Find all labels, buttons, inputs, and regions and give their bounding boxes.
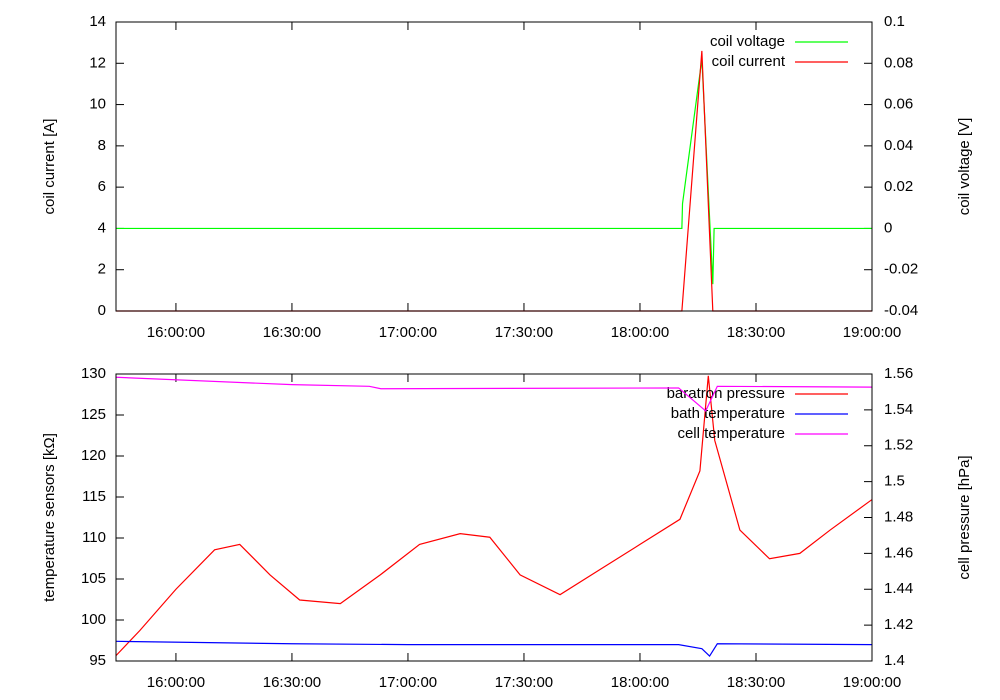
y-tick-label: 0 [98, 302, 106, 319]
y-tick-label: 14 [89, 13, 106, 30]
legend-label: coil voltage [710, 33, 785, 50]
series-line [115, 376, 873, 412]
y-tick-label: 2 [98, 261, 106, 278]
y2-tick-label: 1.4 [884, 652, 905, 669]
y-tick-label: 130 [81, 365, 106, 382]
x-tick-label: 17:00:00 [379, 324, 437, 341]
y-tick-label: 125 [81, 406, 106, 423]
series-line [115, 640, 873, 658]
y2-tick-label: -0.04 [884, 302, 918, 319]
legend-label: coil current [712, 53, 786, 70]
x-tick-label: 17:30:00 [495, 324, 553, 341]
y2-tick-label: 0.1 [884, 13, 905, 30]
x-tick-label: 19:00:00 [843, 674, 901, 691]
y2-axis-label: cell pressure [hPa] [956, 455, 973, 579]
y-tick-label: 120 [81, 447, 106, 464]
x-tick-label: 17:00:00 [379, 674, 437, 691]
y2-tick-label: 0.08 [884, 54, 913, 71]
y2-tick-label: 1.48 [884, 508, 913, 525]
legend-label: baratron pressure [667, 385, 785, 402]
y-tick-label: 110 [82, 529, 106, 546]
y2-axis-label: coil voltage [V] [956, 118, 973, 216]
y2-tick-label: 0.06 [884, 96, 913, 113]
x-tick-label: 16:30:00 [263, 674, 321, 691]
y-tick-label: 105 [81, 570, 106, 587]
y-tick-label: 115 [82, 488, 106, 505]
series-line [115, 375, 873, 657]
x-tick-label: 18:00:00 [611, 324, 669, 341]
y2-tick-label: 0.04 [884, 137, 913, 154]
x-tick-label: 16:30:00 [263, 324, 321, 341]
series-line [116, 59, 872, 285]
y2-tick-label: 1.54 [884, 401, 913, 418]
y-tick-label: 10 [89, 96, 106, 113]
y2-tick-label: 1.42 [884, 616, 913, 633]
y-axis-label: temperature sensors [kΩ] [41, 433, 58, 602]
y2-tick-label: 1.5 [884, 473, 905, 490]
y-tick-label: 12 [89, 54, 106, 71]
y-tick-label: 100 [81, 611, 106, 628]
x-tick-label: 18:00:00 [611, 674, 669, 691]
y2-tick-label: 1.46 [884, 544, 913, 561]
x-tick-label: 18:30:00 [727, 324, 785, 341]
y2-tick-label: -0.02 [884, 261, 918, 278]
x-tick-label: 19:00:00 [843, 324, 901, 341]
x-tick-label: 16:00:00 [147, 324, 205, 341]
y2-tick-label: 0.02 [884, 178, 913, 195]
legend-label: bath temperature [671, 405, 785, 422]
series-line [116, 50, 872, 312]
x-tick-label: 16:00:00 [147, 674, 205, 691]
y-axis-label: coil current [A] [41, 119, 58, 215]
y2-tick-label: 1.56 [884, 365, 913, 382]
y2-tick-label: 0 [884, 219, 892, 236]
plot-frame [115, 373, 873, 662]
y-tick-label: 95 [89, 652, 106, 669]
x-tick-label: 17:30:00 [495, 674, 553, 691]
y2-tick-label: 1.52 [884, 437, 913, 454]
x-tick-label: 18:30:00 [727, 674, 785, 691]
plot-frame [115, 21, 873, 312]
y-tick-label: 4 [98, 219, 106, 236]
y-tick-label: 6 [98, 178, 106, 195]
legend-label: cell temperature [677, 425, 785, 442]
y-tick-label: 8 [98, 137, 106, 154]
y2-tick-label: 1.44 [884, 580, 913, 597]
